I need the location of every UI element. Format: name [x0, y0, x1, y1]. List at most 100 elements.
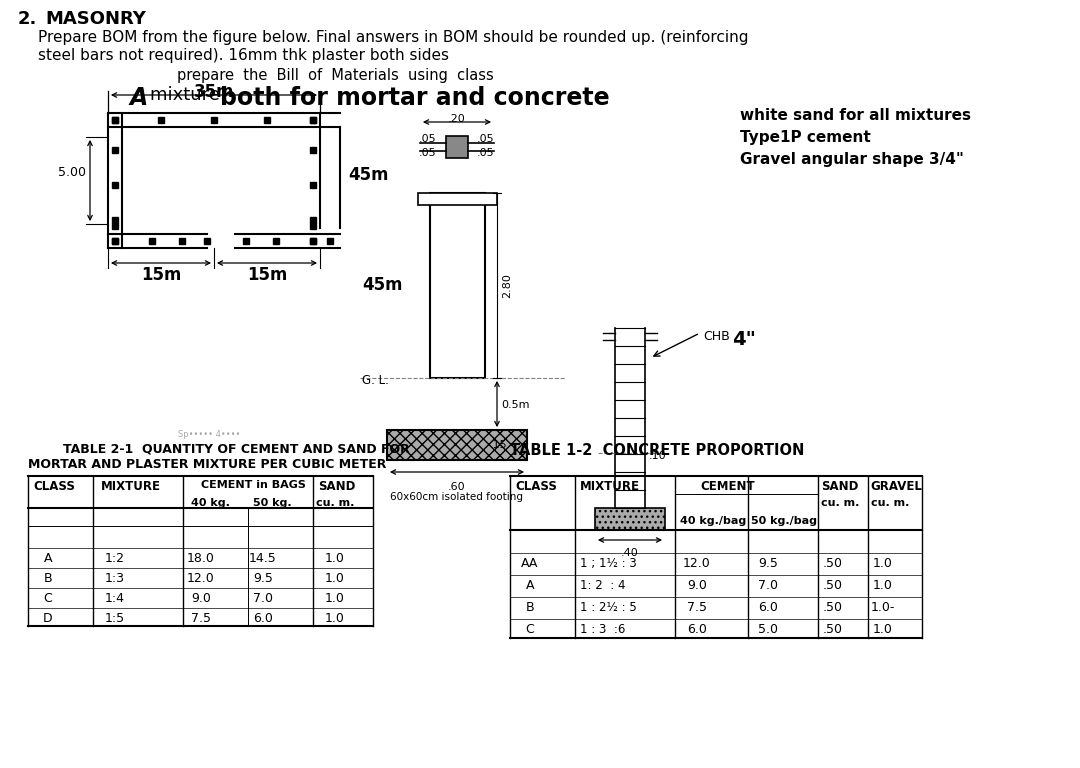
Text: Gravel angular shape 3/4": Gravel angular shape 3/4" — [740, 152, 963, 167]
Text: 45m: 45m — [362, 276, 403, 294]
Text: B: B — [43, 572, 52, 585]
Text: 15m: 15m — [247, 266, 287, 284]
Bar — [595, 508, 665, 530]
Text: 18.0: 18.0 — [187, 552, 215, 565]
Text: SAND: SAND — [821, 480, 859, 493]
Text: 1:4: 1:4 — [105, 592, 125, 605]
Text: G. L.: G. L. — [362, 374, 389, 387]
Text: 9.5: 9.5 — [253, 572, 273, 585]
Text: 1.0: 1.0 — [325, 572, 345, 585]
Text: 5.00: 5.00 — [58, 167, 86, 180]
Text: 1 ; 1½ : 3: 1 ; 1½ : 3 — [580, 557, 637, 570]
Bar — [446, 136, 468, 158]
Text: cu. m.: cu. m. — [821, 498, 860, 508]
Text: 2.: 2. — [18, 10, 38, 28]
Text: 1.0: 1.0 — [325, 592, 345, 605]
Text: 35m: 35m — [193, 83, 234, 101]
Bar — [387, 430, 527, 460]
Text: 12.0: 12.0 — [684, 557, 711, 570]
Text: 12.0: 12.0 — [187, 572, 215, 585]
Text: CLASS: CLASS — [33, 480, 75, 493]
Text: 9.0: 9.0 — [687, 579, 707, 592]
Text: B: B — [526, 601, 535, 614]
Text: CHB: CHB — [703, 330, 730, 343]
Text: MIXTURE: MIXTURE — [580, 480, 640, 493]
Text: 2.80: 2.80 — [502, 273, 512, 299]
Text: 1:3: 1:3 — [105, 572, 125, 585]
Text: 1.0: 1.0 — [325, 612, 345, 625]
Text: Prepare BOM from the figure below. Final answers in BOM should be rounded up. (r: Prepare BOM from the figure below. Final… — [38, 30, 748, 45]
Text: 45m: 45m — [348, 166, 389, 184]
Text: SAND: SAND — [318, 480, 355, 493]
Text: 1:2: 1:2 — [105, 552, 125, 565]
Text: A: A — [526, 579, 535, 592]
Text: 6.0: 6.0 — [687, 623, 707, 636]
Text: AA: AA — [522, 557, 539, 570]
Text: MIXTURE: MIXTURE — [102, 480, 161, 493]
Text: steel bars not required). 16mm thk plaster both sides: steel bars not required). 16mm thk plast… — [38, 48, 449, 63]
Text: A: A — [130, 86, 148, 110]
Text: 0.5m: 0.5m — [501, 400, 529, 410]
Text: CEMENT in BAGS: CEMENT in BAGS — [201, 480, 306, 490]
Text: .15: .15 — [490, 440, 508, 450]
Text: 14.5: 14.5 — [249, 552, 276, 565]
Text: D: D — [43, 612, 53, 625]
Text: .05: .05 — [419, 148, 436, 158]
Text: .40: .40 — [621, 548, 639, 558]
Text: C: C — [526, 623, 535, 636]
Text: cu. m.: cu. m. — [870, 498, 909, 508]
Text: 50 kg.: 50 kg. — [253, 498, 292, 508]
Text: .05: .05 — [477, 134, 495, 144]
Text: .20: .20 — [448, 114, 465, 124]
Text: A: A — [44, 552, 52, 565]
Text: 1.0: 1.0 — [873, 557, 893, 570]
Text: 1:5: 1:5 — [105, 612, 125, 625]
Text: Type1P cement: Type1P cement — [740, 130, 870, 145]
Text: both for mortar and concrete: both for mortar and concrete — [220, 86, 609, 110]
Text: MASONRY: MASONRY — [45, 10, 146, 28]
Text: TABLE 2-1  QUANTITY OF CEMENT AND SAND FOR: TABLE 2-1 QUANTITY OF CEMENT AND SAND FO… — [63, 443, 409, 456]
Text: 7.5: 7.5 — [687, 601, 707, 614]
Text: 1.0: 1.0 — [325, 552, 345, 565]
Text: .05: .05 — [419, 134, 436, 144]
Text: CEMENT: CEMENT — [700, 480, 755, 493]
Text: 5.0: 5.0 — [758, 623, 778, 636]
Text: 1.0: 1.0 — [873, 623, 893, 636]
Text: prepare  the  Bill  of  Materials  using  class: prepare the Bill of Materials using clas… — [177, 68, 494, 83]
Text: .10: .10 — [649, 451, 666, 461]
Text: 1 : 2½ : 5: 1 : 2½ : 5 — [580, 601, 637, 614]
Text: 6.0: 6.0 — [758, 601, 778, 614]
Text: 9.0: 9.0 — [191, 592, 211, 605]
Text: 4": 4" — [732, 330, 756, 349]
Text: 1.0-: 1.0- — [870, 601, 895, 614]
Text: 9.5: 9.5 — [758, 557, 778, 570]
Text: GRAVEL: GRAVEL — [870, 480, 922, 493]
Text: 40 kg./bag: 40 kg./bag — [680, 516, 746, 526]
Text: .50: .50 — [823, 579, 843, 592]
Bar — [430, 193, 485, 378]
Text: CLASS: CLASS — [515, 480, 557, 493]
Text: .05: .05 — [477, 148, 495, 158]
Text: .50: .50 — [823, 623, 843, 636]
Text: MORTAR AND PLASTER MIXTURE PER CUBIC METER: MORTAR AND PLASTER MIXTURE PER CUBIC MET… — [28, 458, 387, 471]
Text: 1.0: 1.0 — [873, 579, 893, 592]
Text: .50: .50 — [823, 601, 843, 614]
Text: 7.0: 7.0 — [758, 579, 778, 592]
Text: 50 kg./bag: 50 kg./bag — [751, 516, 816, 526]
Text: 6.0: 6.0 — [253, 612, 273, 625]
Text: .50: .50 — [823, 557, 843, 570]
Text: .60: .60 — [448, 482, 465, 492]
Text: mixture: mixture — [150, 86, 226, 104]
Text: 7.5: 7.5 — [191, 612, 211, 625]
Text: 40 kg.: 40 kg. — [191, 498, 230, 508]
Text: 7.0: 7.0 — [253, 592, 273, 605]
Text: 1: 2  : 4: 1: 2 : 4 — [580, 579, 625, 592]
Text: 60x60cm isolated footing: 60x60cm isolated footing — [391, 492, 524, 502]
Text: cu. m.: cu. m. — [316, 498, 354, 508]
Text: 1 : 3  :6: 1 : 3 :6 — [580, 623, 625, 636]
Text: TABLE 1-2  CONCRETE PROPORTION: TABLE 1-2 CONCRETE PROPORTION — [510, 443, 805, 458]
Text: 15m: 15m — [140, 266, 181, 284]
Text: C: C — [43, 592, 52, 605]
Text: white sand for all mixtures: white sand for all mixtures — [740, 108, 971, 123]
Text: Sp••••• 4••••: Sp••••• 4•••• — [178, 430, 241, 439]
